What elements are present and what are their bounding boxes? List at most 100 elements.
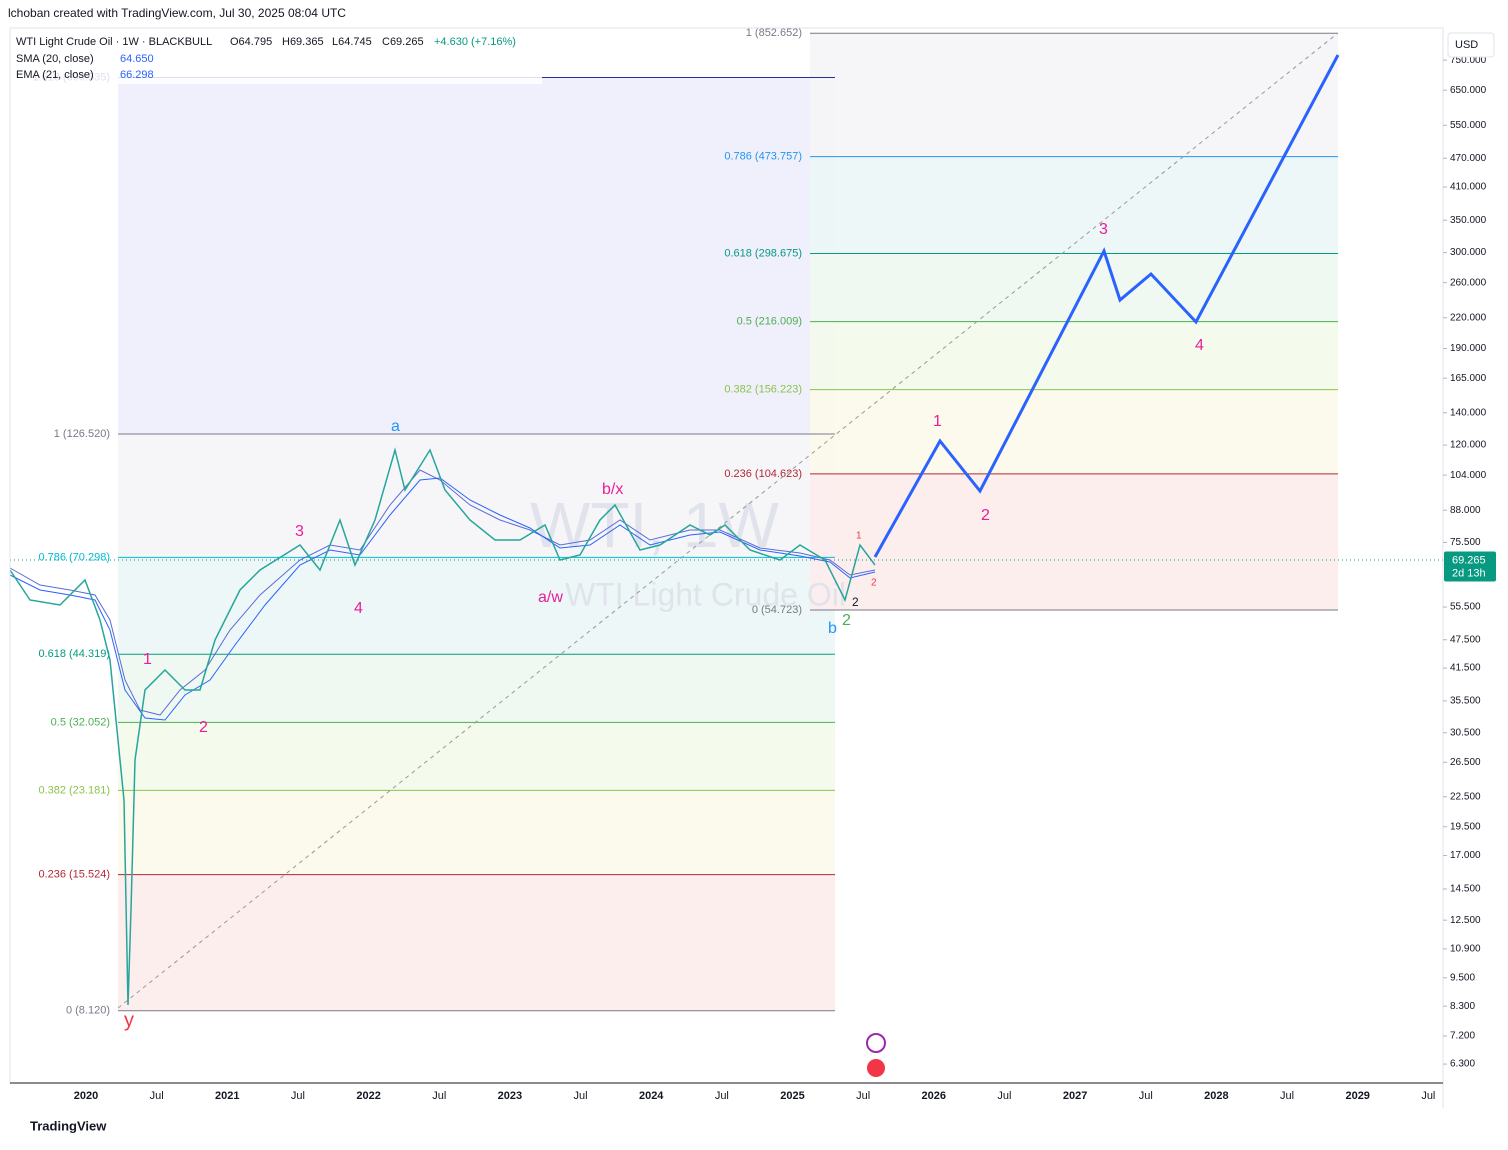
fib-band xyxy=(810,33,1338,157)
price-tick-label: 26.500 xyxy=(1450,757,1481,768)
price-tag-countdown: 2d 13h xyxy=(1452,567,1486,579)
wave-label: 2 xyxy=(981,507,990,524)
wave-label: a xyxy=(391,418,400,435)
price-tick-label: 75.500 xyxy=(1450,537,1481,548)
price-tick-label: 19.500 xyxy=(1450,821,1481,832)
wave-label: 3 xyxy=(295,523,304,540)
wave-label: 2 xyxy=(199,719,208,736)
sma-label: SMA (20, close) xyxy=(16,53,94,65)
time-tick-label: 2028 xyxy=(1204,1090,1228,1102)
wave-label: 4 xyxy=(354,600,363,617)
fib-label: 0.382 (156.223) xyxy=(724,384,802,396)
time-tick-label: 2029 xyxy=(1345,1090,1369,1102)
sma-value: 64.650 xyxy=(120,53,154,65)
brand: TradingView xyxy=(30,1118,107,1133)
time-tick-label: Jul xyxy=(1421,1090,1435,1102)
price-tick-label: 165.000 xyxy=(1450,373,1487,384)
time-tick-label: Jul xyxy=(574,1090,588,1102)
fib-band xyxy=(810,389,1338,474)
time-tick-label: 2023 xyxy=(498,1090,522,1102)
fib-band xyxy=(118,557,835,655)
legend-open: O64.795 xyxy=(230,36,272,48)
time-tick-label: Jul xyxy=(432,1090,446,1102)
price-tick-label: 30.500 xyxy=(1450,727,1481,738)
time-tick-label: 2021 xyxy=(215,1090,239,1102)
price-tick-label: 140.000 xyxy=(1450,407,1487,418)
price-tick-label: 22.500 xyxy=(1450,791,1481,802)
legend-box xyxy=(12,32,542,84)
fib-band xyxy=(118,722,835,791)
fib-label: 0.236 (104.623) xyxy=(724,468,802,480)
wave-label: 4 xyxy=(1195,337,1204,354)
price-tag-label: 69.265 xyxy=(1452,554,1486,566)
fib-label: 0.5 (32.052) xyxy=(51,716,110,728)
fib-label: 0.618 (44.319) xyxy=(38,648,110,660)
ema-value: 66.298 xyxy=(120,69,154,81)
credit: lchoban created with TradingView.com, Ju… xyxy=(8,6,346,20)
time-tick-label: 2027 xyxy=(1063,1090,1087,1102)
fib-band xyxy=(810,321,1338,390)
price-tick-label: 104.000 xyxy=(1450,470,1487,481)
wave-label: 2 xyxy=(852,595,859,609)
price-path xyxy=(9,447,876,1006)
price-tick-label: 650.000 xyxy=(1450,85,1487,96)
currency[interactable]: USD xyxy=(1455,39,1478,51)
time-tick-label: 2025 xyxy=(780,1090,804,1102)
price-tick-label: 8.300 xyxy=(1450,1001,1475,1012)
event-icon[interactable] xyxy=(866,1033,886,1053)
wave-label: 1 xyxy=(143,651,152,668)
price-tick-label: 9.500 xyxy=(1450,972,1475,983)
legend-high: H69.365 xyxy=(282,36,324,48)
fib-label: 0.382 (23.181) xyxy=(38,784,110,796)
time-tick-label: Jul xyxy=(1139,1090,1153,1102)
fib-label: 0.618 (298.675) xyxy=(724,247,802,259)
price-tick-label: 41.500 xyxy=(1450,663,1481,674)
price-tick-label: 120.000 xyxy=(1450,440,1487,451)
time-tick-label: 2024 xyxy=(639,1090,664,1102)
time-tick-label: 2020 xyxy=(74,1090,98,1102)
price-tick-label: 6.300 xyxy=(1450,1059,1475,1070)
price-tick-label: 220.000 xyxy=(1450,312,1487,323)
price-tick-label: 47.500 xyxy=(1450,634,1481,645)
price-tick-label: 410.000 xyxy=(1450,182,1487,193)
currency-button[interactable] xyxy=(1447,32,1495,58)
wave-label: 2 xyxy=(842,612,851,629)
price-tick-label: 10.900 xyxy=(1450,944,1481,955)
price-tick-label: 35.500 xyxy=(1450,696,1481,707)
time-tick-label: Jul xyxy=(997,1090,1011,1102)
fib-band xyxy=(118,874,835,1011)
price-tick-label: 190.000 xyxy=(1450,343,1487,354)
wave-label: 1 xyxy=(856,531,862,542)
flag-icon[interactable] xyxy=(867,1059,885,1077)
time-tick-label: Jul xyxy=(856,1090,870,1102)
fib-label: 1 (852.652) xyxy=(746,27,802,39)
legend-low: L64.745 xyxy=(332,36,372,48)
wave-label: b xyxy=(828,620,837,637)
watermark: WTI, 1W xyxy=(530,489,779,561)
time-tick-label: Jul xyxy=(1280,1090,1294,1102)
time-tick-label: 2026 xyxy=(922,1090,946,1102)
fib-label: 0.236 (15.524) xyxy=(38,869,110,881)
projection-path xyxy=(873,54,1340,558)
fib-label: 1 (126.520) xyxy=(54,428,110,440)
price-tick-label: 350.000 xyxy=(1450,215,1487,226)
legend-change: +4.630 (+7.16%) xyxy=(434,36,516,48)
wave-label: y xyxy=(124,1009,134,1031)
fib-label: 0.786 (70.298) xyxy=(38,551,110,563)
price-tick-label: 260.000 xyxy=(1450,277,1487,288)
wave-label: b/x xyxy=(602,481,623,498)
price-tick-label: 470.000 xyxy=(1450,153,1487,164)
time-tick-label: Jul xyxy=(150,1090,164,1102)
wave-labels: a 3 4 1 2 b/x a/w b 2 2 1 2 y 1 2 3 4 xyxy=(124,221,1204,1031)
time-tick-label: Jul xyxy=(715,1090,729,1102)
price-tick-label: 12.500 xyxy=(1450,915,1481,926)
fib-band xyxy=(810,473,1338,611)
price-tick-label: 7.200 xyxy=(1450,1031,1475,1042)
fib-band xyxy=(810,156,1338,254)
wave-label: 3 xyxy=(1099,221,1108,238)
watermark-sub: WTI Light Crude Oil xyxy=(565,576,846,612)
price-tick-label: 55.500 xyxy=(1450,602,1481,613)
price-tag xyxy=(1444,551,1496,582)
wave-label: 2 xyxy=(871,578,877,589)
